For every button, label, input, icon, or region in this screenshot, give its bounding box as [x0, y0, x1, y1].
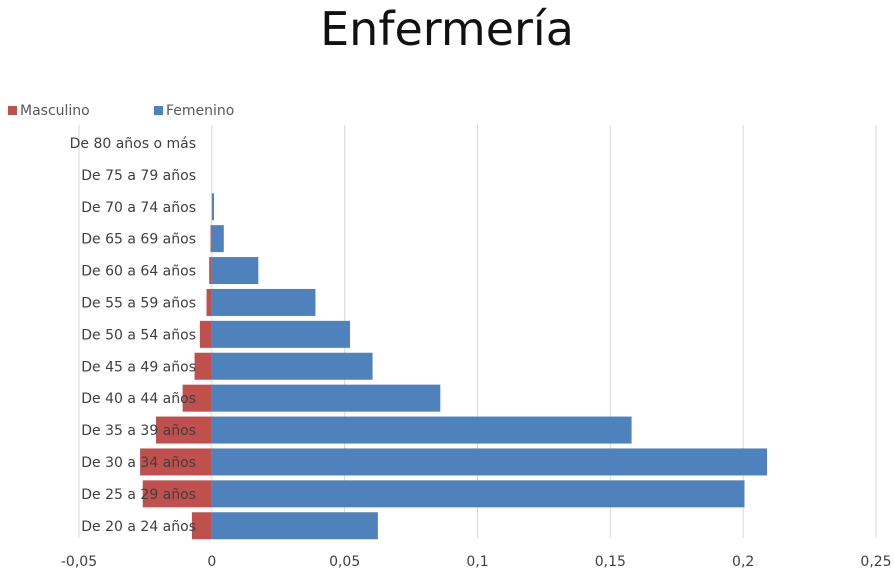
bar-femenino-9 [211, 416, 632, 444]
bar-femenino-6 [211, 320, 350, 348]
bar-femenino-8 [211, 384, 441, 412]
category-label: De 65 a 69 años [81, 232, 196, 248]
category-label: De 35 a 39 años [81, 423, 196, 439]
bar-femenino-12 [211, 512, 378, 540]
bar-masculino-7 [194, 352, 212, 380]
x-tick-label: -0,05 [61, 554, 97, 570]
bar-masculino-3 [210, 225, 212, 253]
x-tick-label: 0 [207, 554, 216, 570]
bar-femenino-11 [211, 480, 745, 508]
category-label: De 25 a 29 años [81, 487, 196, 503]
category-label: De 30 a 34 años [81, 455, 196, 471]
category-label: De 50 a 54 años [81, 327, 196, 343]
chart-title: Enfermería [320, 2, 574, 56]
legend-label-femenino: Femenino [166, 103, 235, 119]
bar-femenino-7 [211, 352, 373, 380]
bar-masculino-12 [191, 512, 212, 540]
category-label: De 55 a 59 años [81, 295, 196, 311]
category-label: De 80 años o más [70, 136, 196, 152]
x-tick-label: 0,15 [595, 554, 626, 570]
category-label: De 75 a 79 años [81, 168, 196, 184]
bar-masculino-5 [206, 288, 212, 316]
bar-femenino-5 [211, 288, 316, 316]
category-label: De 60 a 64 años [81, 264, 196, 280]
legend-swatch-femenino [154, 106, 163, 115]
x-tick-label: 0,05 [329, 554, 360, 570]
x-tick-label: 0,25 [860, 554, 891, 570]
bar-femenino-2 [211, 193, 214, 221]
x-tick-label: 0,1 [466, 554, 488, 570]
category-label: De 20 a 24 años [81, 519, 196, 535]
bar-masculino-8 [182, 384, 212, 412]
bar-masculino-6 [199, 320, 212, 348]
legend-item-femenino: Femenino [154, 103, 234, 119]
bar-femenino-10 [211, 448, 768, 476]
legend-swatch-masculino [8, 106, 17, 115]
bar-femenino-4 [211, 257, 259, 285]
bar-femenino-3 [211, 225, 224, 253]
legend-label-masculino: Masculino [20, 103, 90, 119]
bar-masculino-10 [140, 448, 212, 476]
bar-masculino-4 [209, 257, 212, 285]
x-tick-label: 0,2 [732, 554, 754, 570]
category-label: De 70 a 74 años [81, 200, 196, 216]
legend-item-masculino: Masculino [8, 103, 90, 119]
category-label: De 45 a 49 años [81, 359, 196, 375]
bar-masculino-9 [156, 416, 212, 444]
bar-masculino-11 [142, 480, 212, 508]
category-label: De 40 a 44 años [81, 391, 196, 407]
